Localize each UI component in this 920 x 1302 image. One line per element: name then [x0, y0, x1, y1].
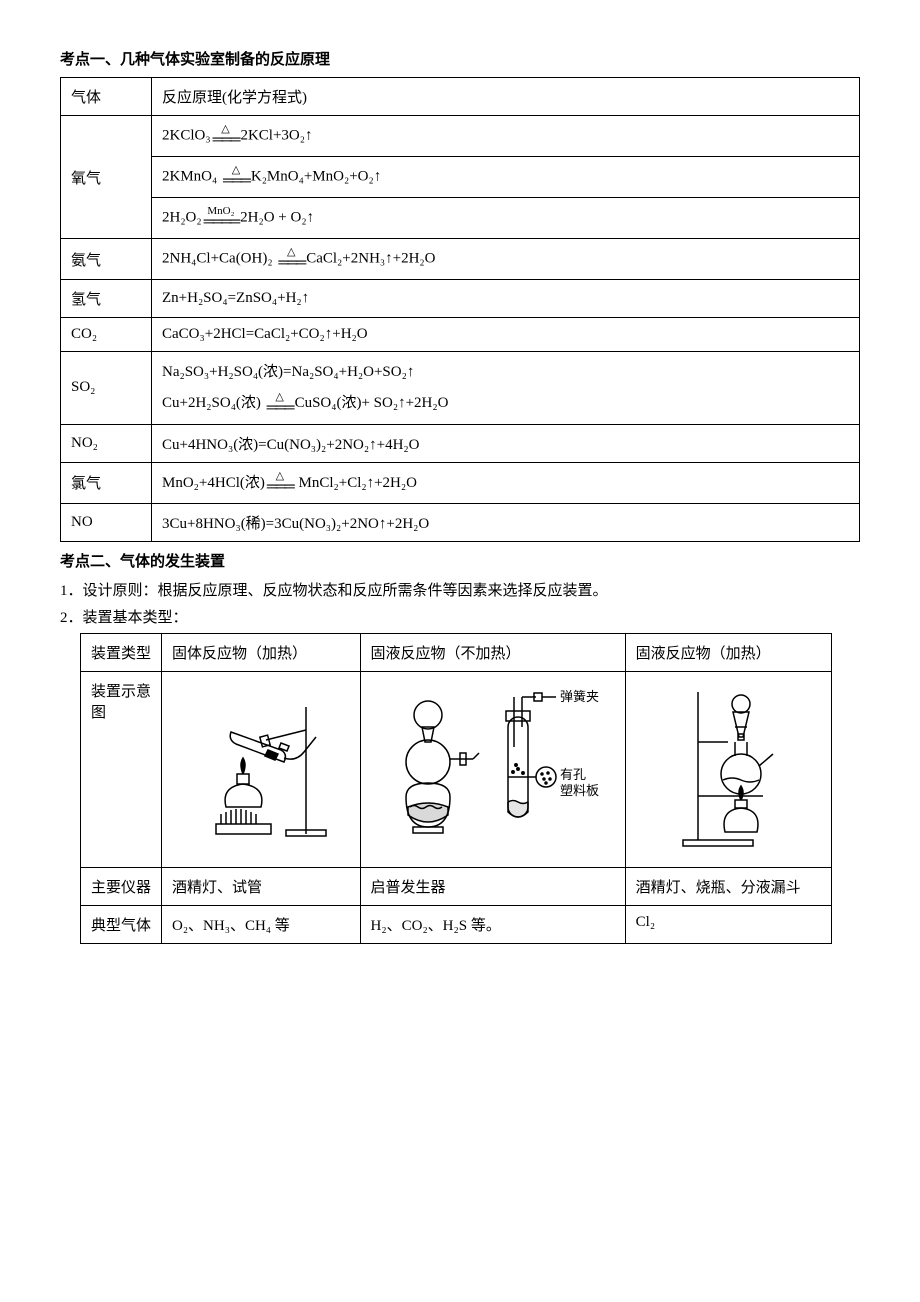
diagram-2: 弹簧夹 有孔 塑料板 — [360, 672, 625, 868]
diagram-1 — [162, 672, 361, 868]
apparatus-3: 酒精灯、烧瓶、分液漏斗 — [625, 868, 831, 906]
rowlabel-gases: 典型气体 — [81, 906, 162, 944]
gas-cl2: 氯气 — [61, 462, 152, 504]
label-perf-plate1: 有孔 — [560, 767, 586, 782]
type-1: 固体反应物（加热） — [162, 634, 361, 672]
section2-para2: 2．装置基本类型： — [60, 606, 860, 627]
solid-heat-icon — [176, 692, 346, 842]
label-perf-plate2: 塑料板 — [560, 783, 599, 798]
section2-para1: 1．设计原则：根据反应原理、反应物状态和反应所需条件等因素来选择反应装置。 — [60, 579, 860, 600]
type-3: 固液反应物（加热） — [625, 634, 831, 672]
eq-cl2: MnO₂+4HCl(浓)△═══ MnCl₂+Cl₂↑+2H₂O — [152, 462, 860, 504]
gases-2: H₂、CO₂、H₂S 等。 — [360, 906, 625, 944]
gas-hydrogen: 氢气 — [61, 280, 152, 318]
liquid-heat-icon — [653, 682, 803, 852]
apparatus-1: 酒精灯、试管 — [162, 868, 361, 906]
kipps-generator-icon: 弹簧夹 有孔 塑料板 — [378, 687, 608, 847]
rowlabel-type: 装置类型 — [81, 634, 162, 672]
gas-ammonia: 氨气 — [61, 239, 152, 280]
gases-3: Cl₂ — [625, 906, 831, 944]
eq-no: 3Cu+8HNO₃(稀)=3Cu(NO₃)₂+2NO↑+2H₂O — [152, 504, 860, 542]
gases-1: O₂、NH₃、CH₄ 等 — [162, 906, 361, 944]
eq-so2: Na₂SO₃+H₂SO₄(浓)=Na₂SO₄+H₂O+SO₂↑ Cu+2H₂SO… — [152, 352, 860, 425]
apparatus-2: 启普发生器 — [360, 868, 625, 906]
eq-no2: Cu+4HNO₃(浓)=Cu(NO₃)₂+2NO₂↑+4H₂O — [152, 424, 860, 462]
eq-o2-2: 2KMnO₄ △═══K₂MnO₄+MnO₂+O₂↑ — [152, 157, 860, 198]
eq-h2: Zn+H₂SO₄=ZnSO₄+H₂↑ — [152, 280, 860, 318]
type-2: 固液反应物（不加热） — [360, 634, 625, 672]
diagram-3 — [625, 672, 831, 868]
gas-oxygen: 氧气 — [61, 116, 152, 239]
section2-heading: 考点二、气体的发生装置 — [60, 550, 860, 571]
eq-nh3: 2NH₄Cl+Ca(OH)₂ △═══CaCl₂+2NH₃↑+2H₂O — [152, 239, 860, 280]
gas-principles-table: 气体 反应原理(化学方程式) 氧气 2KClO₃△═══2KCl+3O₂↑ 2K… — [60, 77, 860, 542]
header-gas: 气体 — [61, 78, 152, 116]
header-principle: 反应原理(化学方程式) — [152, 78, 860, 116]
eq-o2-3: 2H₂O₂MnO₂════2H₂O + O₂↑ — [152, 198, 860, 239]
rowlabel-apparatus: 主要仪器 — [81, 868, 162, 906]
gas-so2: SO₂ — [61, 352, 152, 425]
gas-co2: CO₂ — [61, 318, 152, 352]
apparatus-table: 装置类型 固体反应物（加热） 固液反应物（不加热） 固液反应物（加热） 装置示意… — [80, 633, 832, 944]
section1-heading: 考点一、几种气体实验室制备的反应原理 — [60, 48, 860, 69]
rowlabel-diagram: 装置示意图 — [81, 672, 162, 868]
gas-no2: NO₂ — [61, 424, 152, 462]
gas-no: NO — [61, 504, 152, 542]
eq-co2: CaCO₃+2HCl=CaCl₂+CO₂↑+H₂O — [152, 318, 860, 352]
label-spring-clip: 弹簧夹 — [560, 689, 599, 704]
eq-o2-1: 2KClO₃△═══2KCl+3O₂↑ — [152, 116, 860, 157]
